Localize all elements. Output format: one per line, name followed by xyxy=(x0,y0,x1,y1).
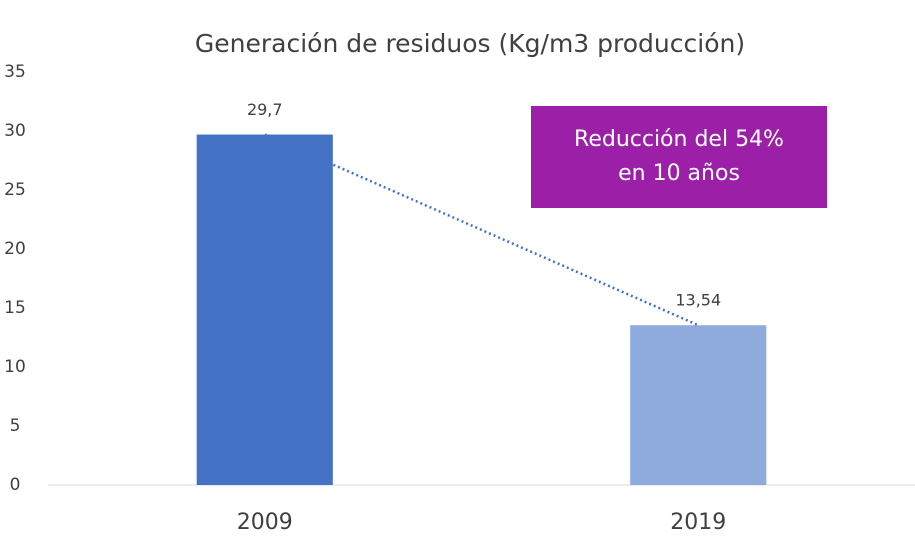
value-label: 29,7 xyxy=(247,100,283,119)
y-tick-label: 20 xyxy=(4,239,26,259)
annotation-box xyxy=(531,106,827,208)
bar xyxy=(630,325,767,485)
y-tick-label: 5 xyxy=(10,416,21,436)
y-tick-label: 0 xyxy=(10,475,21,495)
x-tick-label: 2009 xyxy=(237,510,293,535)
y-tick-label: 15 xyxy=(4,298,26,318)
y-tick-label: 30 xyxy=(4,121,26,141)
x-tick-label: 2019 xyxy=(670,510,726,535)
y-tick-label: 25 xyxy=(4,180,26,200)
value-label: 13,54 xyxy=(675,291,721,310)
bar xyxy=(196,134,333,486)
annotation-text: Reducción del 54% xyxy=(574,127,784,152)
annotation-text: en 10 años xyxy=(618,161,740,186)
y-tick-label: 10 xyxy=(4,357,26,377)
chart-title: Generación de residuos (Kg/m3 producción… xyxy=(195,29,745,58)
trendline xyxy=(264,133,699,327)
y-tick-label: 35 xyxy=(4,62,26,82)
